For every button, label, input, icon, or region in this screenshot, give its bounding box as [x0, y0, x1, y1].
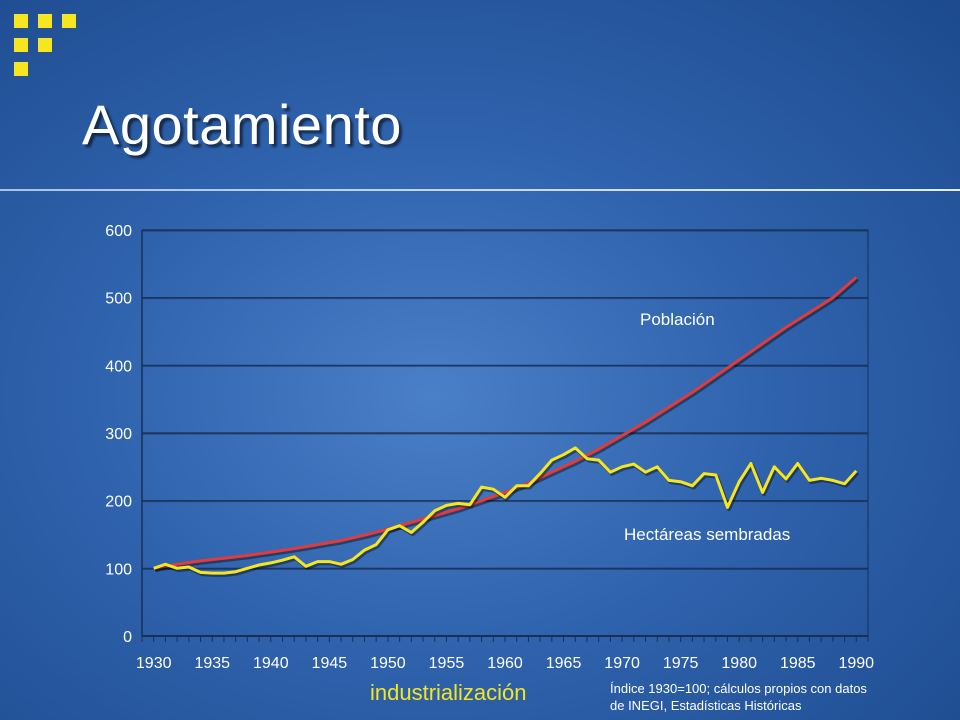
series-label: Hectáreas sembradas	[624, 525, 790, 544]
x-tick-label: 1930	[136, 655, 172, 672]
series-line	[153, 276, 858, 570]
source-note-line-1: Índice 1930=100; cálculos propios con da…	[610, 681, 867, 696]
y-tick-label: 100	[105, 561, 132, 578]
x-tick-label: 1975	[663, 655, 699, 672]
y-tick-label: 0	[123, 629, 132, 646]
x-tick-label: 1970	[604, 655, 640, 672]
x-tick-label: 1950	[370, 655, 406, 672]
source-note: Índice 1930=100; cálculos propios con da…	[610, 680, 950, 714]
series-label: Población	[640, 310, 715, 329]
y-tick-label: 500	[105, 291, 132, 308]
x-tick-label: 1965	[546, 655, 582, 672]
series-line	[153, 446, 858, 575]
yellow-squares-grid-icon	[14, 14, 84, 84]
industrializacion-label: industrialización	[370, 680, 527, 705]
y-tick-label: 600	[105, 223, 132, 240]
source-note-line-2: de INEGI, Estadísticas Históricas	[610, 698, 802, 713]
x-tick-label: 1955	[429, 655, 465, 672]
x-tick-label: 1960	[487, 655, 523, 672]
y-tick-label: 200	[105, 494, 132, 511]
x-tick-label: 1980	[721, 655, 757, 672]
x-tick-label: 1935	[194, 655, 230, 672]
y-tick-label: 300	[105, 426, 132, 443]
x-tick-label: 1990	[838, 655, 874, 672]
title-divider	[0, 189, 960, 191]
slide-title: Agotamiento	[82, 93, 402, 156]
series-line-shadow	[154, 448, 860, 577]
y-tick-label: 400	[105, 358, 132, 375]
x-tick-label: 1945	[312, 655, 348, 672]
x-tick-label: 1940	[253, 655, 289, 672]
x-tick-label: 1985	[780, 655, 816, 672]
